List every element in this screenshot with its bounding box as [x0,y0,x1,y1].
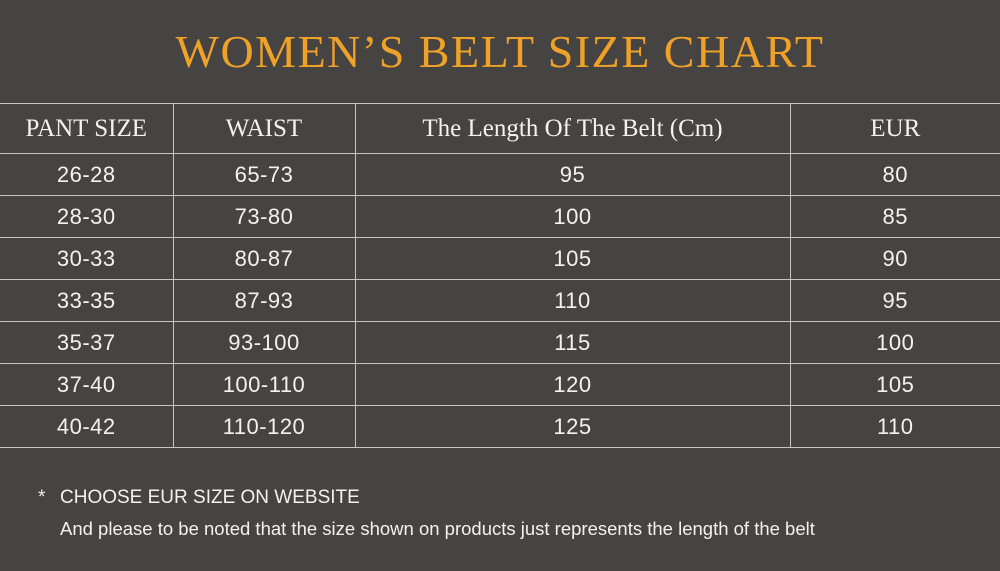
table-row: 28-30 73-80 100 85 [0,195,1000,238]
table-cell: 30-33 [0,237,173,280]
table-row: 26-28 65-73 95 80 [0,153,1000,196]
table-cell: 105 [354,237,790,280]
table-cell: 115 [354,321,790,364]
belt-size-table: PANT SIZE WAIST The Length Of The Belt (… [0,103,1000,448]
table-cell: 110-120 [172,405,355,448]
table-cell: 110 [354,279,790,322]
table-cell: 28-30 [0,195,173,238]
table-header-row: PANT SIZE WAIST The Length Of The Belt (… [0,103,1000,154]
table-cell: 40-42 [0,405,173,448]
table-cell: 100 [789,321,1000,364]
asterisk-marker: * [38,487,46,508]
table-cell: 73-80 [172,195,355,238]
table-cell: 35-37 [0,321,173,364]
header-eur: EUR [789,103,1000,154]
table-cell: 100-110 [172,363,355,406]
header-pant-size: PANT SIZE [0,103,173,154]
page-title: WOMEN’S BELT SIZE CHART [175,26,825,77]
table-row: 30-33 80-87 105 90 [0,237,1000,280]
table-cell: 95 [354,153,790,196]
footnote-line-1: * CHOOSE EUR SIZE ON WEBSITE [38,487,1000,509]
table-cell: 33-35 [0,279,173,322]
table-row: 35-37 93-100 115 100 [0,321,1000,364]
header-waist: WAIST [172,103,355,154]
table-cell: 93-100 [172,321,355,364]
title-bar: WOMEN’S BELT SIZE CHART [0,0,1000,103]
table-cell: 26-28 [0,153,173,196]
table-row: 40-42 110-120 125 110 [0,405,1000,448]
table-cell: 95 [789,279,1000,322]
footnote-line-1-text: CHOOSE EUR SIZE ON WEBSITE [60,487,360,508]
table-cell: 85 [789,195,1000,238]
table-row: 33-35 87-93 110 95 [0,279,1000,322]
table-row: 37-40 100-110 120 105 [0,363,1000,406]
table-cell: 87-93 [172,279,355,322]
table-cell: 37-40 [0,363,173,406]
table-cell: 65-73 [172,153,355,196]
table-cell: 100 [354,195,790,238]
table-cell: 90 [789,237,1000,280]
header-belt-length: The Length Of The Belt (Cm) [354,103,790,154]
table-cell: 125 [354,405,790,448]
table-cell: 80 [789,153,1000,196]
footnote-line-2: And please to be noted that the size sho… [60,518,815,539]
footnote: * CHOOSE EUR SIZE ON WEBSITE And please … [38,487,1000,540]
table-cell: 120 [354,363,790,406]
table-cell: 110 [789,405,1000,448]
table-cell: 80-87 [172,237,355,280]
table-cell: 105 [789,363,1000,406]
